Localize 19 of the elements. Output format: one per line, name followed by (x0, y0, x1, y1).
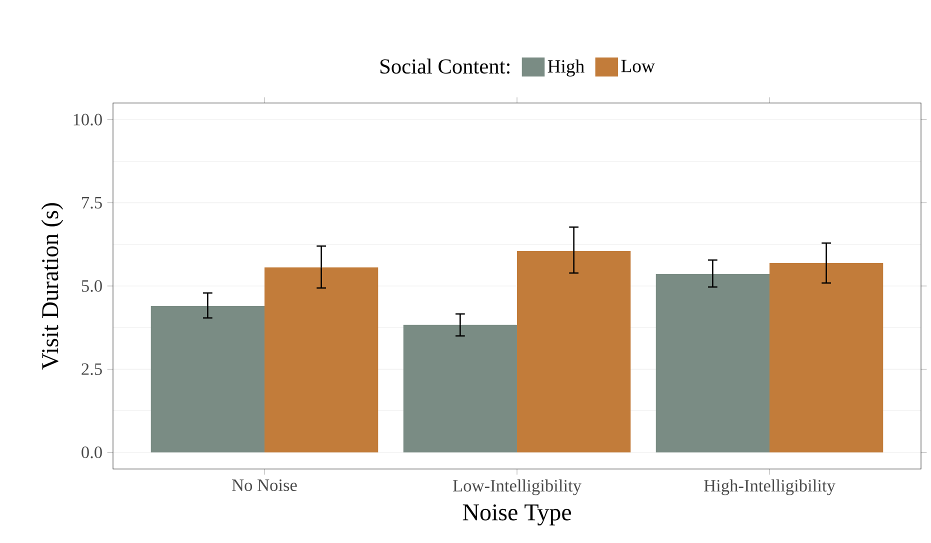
legend-label: Low (621, 60, 655, 72)
bar (770, 263, 884, 452)
x-tick-label: High-Intelligibility (704, 479, 836, 496)
bar (403, 324, 518, 452)
x-tick-label: Low-Intelligibility (452, 479, 582, 496)
legend-title: Social Content: (380, 58, 510, 74)
legend-label: High (548, 60, 584, 77)
bar (150, 306, 265, 452)
bar (656, 274, 770, 452)
y-tick-label: 7.5 (82, 197, 102, 209)
x-axis-title: Noise Type (462, 504, 572, 526)
bar (264, 267, 378, 452)
x-tick-label: No Noise (232, 479, 297, 492)
y-tick-label: 10.0 (74, 114, 102, 126)
y-tick-label: 5.0 (82, 280, 102, 292)
y-tick-label: 0.0 (82, 446, 102, 458)
y-axis-title: Visit Duration (s) (41, 203, 64, 370)
y-tick-label: 2.5 (82, 363, 102, 376)
bar (517, 251, 631, 452)
